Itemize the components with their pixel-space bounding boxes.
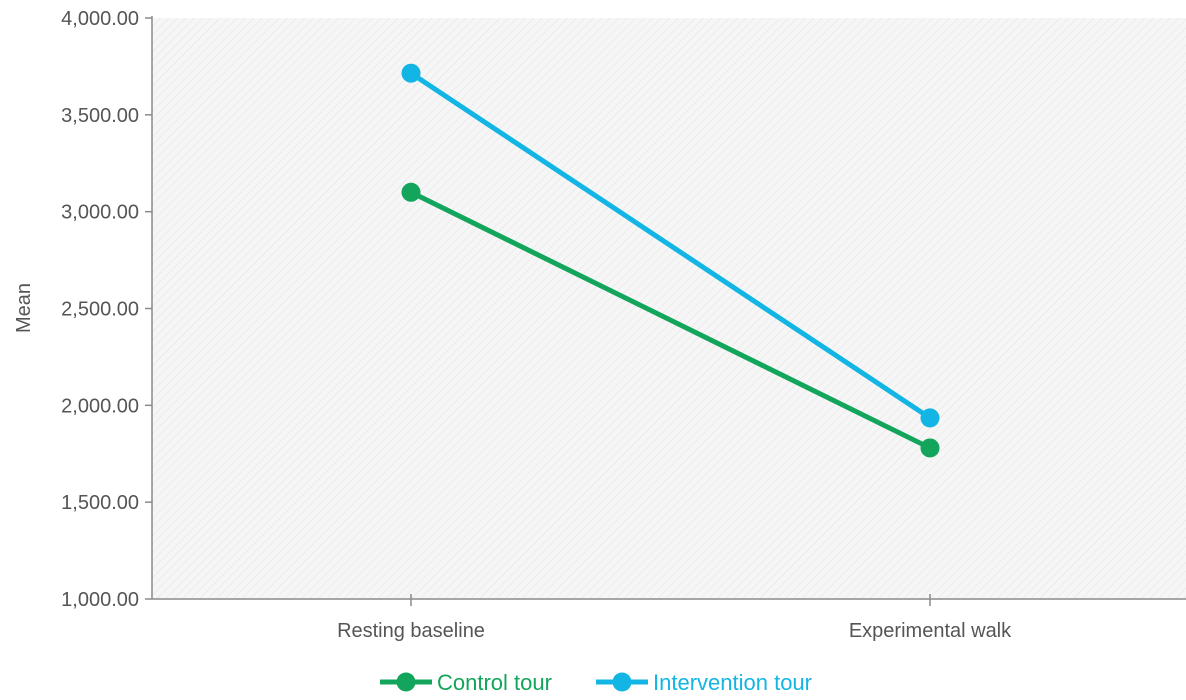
y-tick-label: 3,000.00	[61, 202, 139, 224]
y-tick-label: 1,000.00	[61, 589, 139, 611]
data-point	[401, 182, 421, 202]
legend-marker	[396, 672, 416, 692]
y-tick-label: 2,000.00	[61, 395, 139, 417]
legend-label: Control tour	[437, 670, 552, 695]
legend: Control tour Intervention tour	[380, 670, 812, 695]
series-layer	[401, 63, 940, 458]
data-point	[401, 63, 421, 83]
data-point	[920, 408, 940, 428]
y-axis-title: Mean	[13, 283, 35, 333]
legend-marker	[612, 672, 632, 692]
y-tick-label: 1,500.00	[61, 492, 139, 514]
x-axis: Resting baseline Experimental walk	[152, 594, 1186, 642]
plot-area-background	[152, 18, 1186, 599]
y-tick-label: 4,000.00	[61, 8, 139, 30]
y-tick-label: 2,500.00	[61, 299, 139, 321]
x-tick-label: Resting baseline	[337, 620, 485, 642]
data-point	[920, 438, 940, 458]
y-axis: 1,000.00 1,500.00 2,000.00 2,500.00 3,000.00…	[61, 8, 153, 611]
y-tick-label: 3,500.00	[61, 105, 139, 127]
legend-label: Intervention tour	[653, 670, 812, 695]
series-line	[409, 190, 932, 451]
x-tick-label: Experimental walk	[849, 620, 1012, 642]
series-line	[409, 71, 932, 421]
